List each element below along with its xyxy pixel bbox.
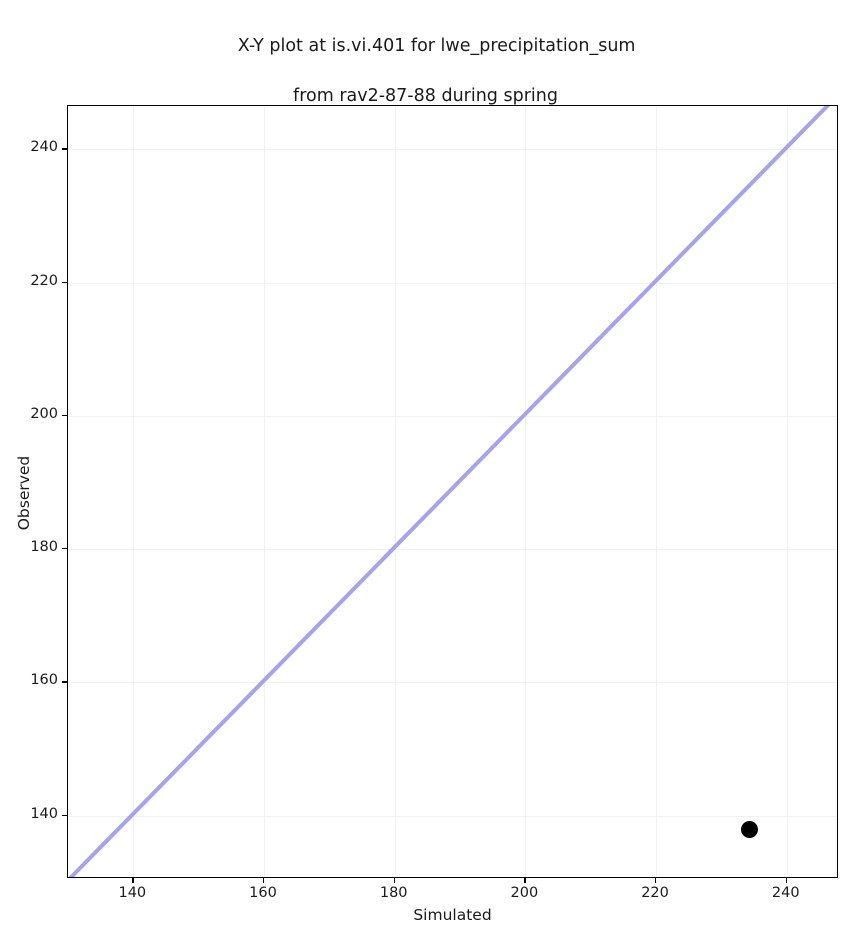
gridline-vertical — [264, 106, 266, 877]
y-axis-tick-label: 220 — [30, 272, 58, 289]
x-axis-tick-label: 220 — [641, 885, 669, 901]
y-axis-tick-label: 240 — [30, 139, 58, 156]
y-axis-tick — [62, 814, 67, 816]
x-axis-tick — [132, 878, 134, 883]
x-axis-tick — [263, 878, 265, 883]
x-axis-tick-label: 200 — [510, 885, 539, 901]
y-axis-tick — [62, 148, 67, 150]
data-point-marker — [740, 820, 758, 838]
x-axis-tick — [524, 878, 526, 883]
x-axis-tick — [655, 878, 657, 883]
gridline-vertical — [786, 106, 788, 877]
chart-title: X-Y plot at is.vi.401 for lwe_precipitat… — [0, 9, 851, 159]
x-axis-tick-label: 240 — [771, 885, 800, 901]
x-axis-tick-label: 160 — [249, 885, 277, 901]
chart-title-line-2: from rav2-87-88 during spring — [293, 86, 558, 106]
y-axis-tick-label: 180 — [30, 539, 58, 556]
y-axis-tick — [62, 281, 67, 283]
x-axis-tick — [785, 878, 788, 883]
chart-title-line-1: X-Y plot at is.vi.401 for lwe_precipitat… — [237, 36, 636, 56]
x-axis-label: Simulated — [413, 906, 492, 924]
y-axis-tick — [62, 681, 67, 683]
y-axis-tick — [62, 414, 67, 417]
y-axis-tick — [62, 548, 67, 550]
gridline-horizontal — [68, 815, 837, 817]
gridline-horizontal — [68, 282, 837, 284]
gridline-vertical — [656, 106, 658, 877]
x-axis-tick-label: 140 — [118, 885, 147, 901]
y-axis-tick-label: 160 — [30, 672, 58, 689]
gridline-vertical — [133, 106, 135, 877]
gridline-horizontal — [68, 415, 837, 417]
gridline-horizontal — [68, 549, 837, 551]
y-axis-tick-label: 200 — [30, 405, 58, 422]
one-to-one-line — [68, 106, 837, 877]
gridline-horizontal — [68, 682, 837, 684]
x-axis-tick — [393, 878, 395, 883]
y-axis-label: Observed — [15, 455, 33, 531]
x-axis-tick-label: 180 — [379, 885, 408, 901]
gridline-vertical — [394, 106, 396, 877]
gridline-horizontal — [68, 149, 837, 151]
y-axis-tick-label: 140 — [30, 805, 58, 822]
plot-axes-area — [67, 105, 838, 878]
gridline-vertical — [525, 106, 527, 877]
